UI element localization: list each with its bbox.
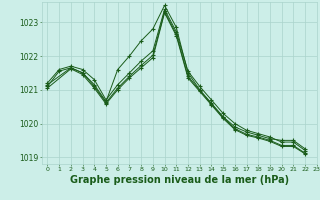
X-axis label: Graphe pression niveau de la mer (hPa): Graphe pression niveau de la mer (hPa) — [70, 175, 289, 185]
